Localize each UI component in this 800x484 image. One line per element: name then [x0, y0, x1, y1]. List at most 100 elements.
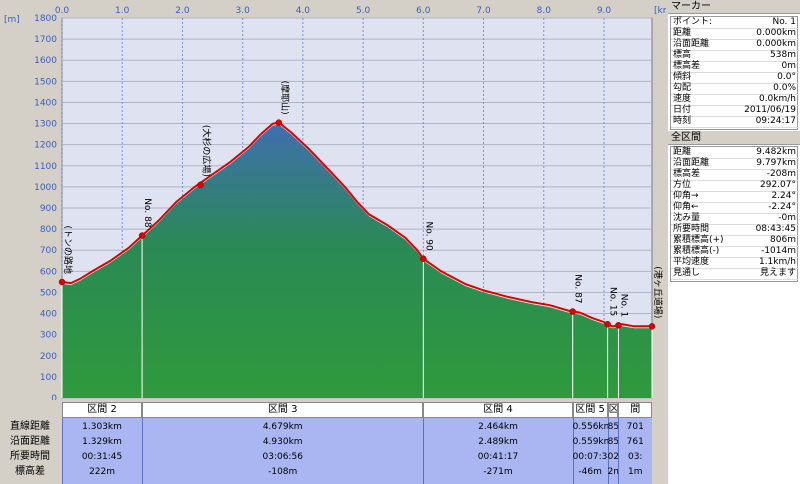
info-key: 仰角← — [673, 202, 699, 212]
info-key: 標高差 — [673, 169, 701, 179]
marker-label: No. 88 — [142, 198, 152, 228]
elevation-chart[interactable]: 0 100 200 300 400 500 600 700 800 900 1000 1100 1200… — [0, 0, 666, 400]
info-row: 沈み量 -0m — [671, 213, 799, 225]
info-key: 標高差 — [673, 61, 701, 71]
x-tick-label: 0.0 — [55, 6, 70, 16]
marker-info-box: ポイント: No. 1 距離 0.000km 沿面距離 0.000km 標高 538m 標高差 0… — [670, 16, 799, 130]
x-tick-label: 5.0 — [356, 6, 371, 16]
info-row: 日付 2011/06/19 — [671, 105, 799, 117]
marker-point — [648, 323, 656, 330]
section-cell: 2.464km — [478, 422, 518, 432]
y-tick-label: 900 — [40, 204, 57, 214]
x-tick-label: 6.0 — [416, 6, 431, 16]
y-tick-label: 0 — [51, 394, 57, 400]
section-header[interactable]: 区間 4 — [423, 402, 573, 418]
info-row: 標高差 -208m — [671, 169, 799, 181]
y-tick-label: 500 — [40, 288, 57, 298]
info-key: 日付 — [673, 105, 692, 115]
info-value: No. 1 — [772, 17, 796, 27]
y-tick-label: 1000 — [34, 183, 57, 193]
y-tick-label: 1400 — [34, 98, 57, 108]
section-cell: -108m — [268, 467, 298, 477]
x-tick-label: 3.0 — [236, 6, 251, 16]
marker-point — [420, 255, 427, 263]
info-row: 沿面距離 0.000km — [671, 39, 799, 51]
y-tick-label: 600 — [40, 267, 57, 277]
marker-label: No. 15 — [608, 287, 618, 316]
info-value: 806m — [770, 235, 796, 245]
info-row: 累積標高(-) -1014m — [671, 246, 799, 258]
info-row: 標高差 0m — [671, 61, 799, 73]
marker-label: (摩耶山) — [279, 81, 291, 115]
y-tick-label: 1700 — [34, 35, 57, 45]
section-header[interactable]: 間 — [618, 402, 652, 418]
info-value: 0.0% — [773, 83, 796, 93]
info-key: 累積標高(+) — [673, 235, 724, 245]
section-cell: 2m — [607, 467, 619, 477]
y-tick-label: 700 — [40, 246, 57, 256]
info-key: ポイント: — [673, 17, 713, 27]
marker-label: No. 1 — [618, 294, 628, 318]
info-value: -0m — [778, 213, 796, 223]
section-body — [142, 418, 424, 484]
section-cell: 0.559km — [572, 437, 608, 447]
row-label: 沿面距離 — [10, 436, 50, 447]
info-value: 1.1km/h — [758, 257, 796, 267]
section-cell: 02 — [607, 452, 619, 462]
marker-point — [569, 308, 576, 315]
y-tick-label: 1100 — [34, 162, 57, 172]
info-panel: マーカー ポイント: No. 1 距離 0.000km 沿面距離 0.000km 標高 538… — [668, 0, 800, 484]
section-cell: 222m — [89, 467, 116, 477]
info-value: 292.07° — [760, 180, 796, 190]
elevation-chart-area[interactable]: 0 100 200 300 400 500 600 700 800 900 1000 1100 1200… — [0, 0, 666, 400]
info-row: 距離 9.482km — [671, 147, 799, 159]
section-header[interactable]: 区間 5 — [572, 402, 608, 418]
info-value: 0.0° — [777, 72, 796, 82]
x-tick-label: 9.0 — [597, 6, 612, 16]
y-tick-label: 100 — [40, 373, 57, 383]
info-value: 9.482km — [756, 147, 796, 157]
info-value: 2.24° — [771, 191, 796, 201]
section-body — [423, 418, 573, 484]
info-key: 速度 — [673, 94, 692, 104]
section-header[interactable]: 区 — [607, 402, 619, 418]
info-row: 時刻 09:24:17 — [671, 116, 799, 128]
info-value: 09:24:17 — [755, 116, 796, 126]
section-cell: 00:41:17 — [477, 452, 519, 462]
section-body — [62, 418, 143, 484]
section-cell: 1m — [627, 467, 643, 477]
section-header[interactable]: 区間 3 — [142, 402, 424, 418]
marker-panel-title: マーカー — [668, 0, 800, 14]
info-row: 見通し 見えます — [671, 268, 799, 280]
info-value: 538m — [770, 50, 796, 60]
y-tick-label: 1800 — [34, 14, 57, 24]
info-row: 所要時間 08:43:45 — [671, 224, 799, 236]
info-key: 時刻 — [673, 116, 692, 126]
marker-label: (大杉の広場) — [201, 125, 213, 177]
info-key: 方位 — [673, 180, 692, 190]
section-body — [618, 418, 652, 484]
marker-point — [615, 322, 622, 329]
info-row: 沿面距離 9.797km — [671, 158, 799, 170]
info-key: 所要時間 — [673, 224, 710, 234]
info-value: 0m — [781, 61, 797, 71]
info-value: 08:43:45 — [755, 224, 796, 234]
info-row: 仰角← -2.24° — [671, 202, 799, 214]
info-row: 累積標高(+) 806m — [671, 235, 799, 247]
section-cell: 00:07:34 — [572, 452, 608, 462]
section-table: 直線距離 沿面距離 所要時間 標高差 区間 2 1.303km 1.329km 00:31:4… — [0, 400, 666, 484]
section-cell: 00:31:45 — [81, 452, 123, 462]
section-header[interactable]: 区間 2 — [62, 402, 143, 418]
info-value: 0.000km — [756, 39, 796, 49]
marker-point — [58, 278, 66, 286]
y-tick-label: 400 — [40, 310, 57, 320]
x-tick-label: 8.0 — [537, 6, 552, 16]
row-label: 直線距離 — [10, 421, 50, 432]
info-value: -2.24° — [768, 202, 796, 212]
marker-point — [604, 320, 611, 328]
section-cell: 4.930km — [262, 437, 303, 447]
y-tick-label: 1300 — [34, 120, 57, 130]
elevation-area — [62, 124, 652, 398]
info-key: 標高 — [673, 50, 692, 60]
info-value: 0.000km — [756, 28, 796, 38]
